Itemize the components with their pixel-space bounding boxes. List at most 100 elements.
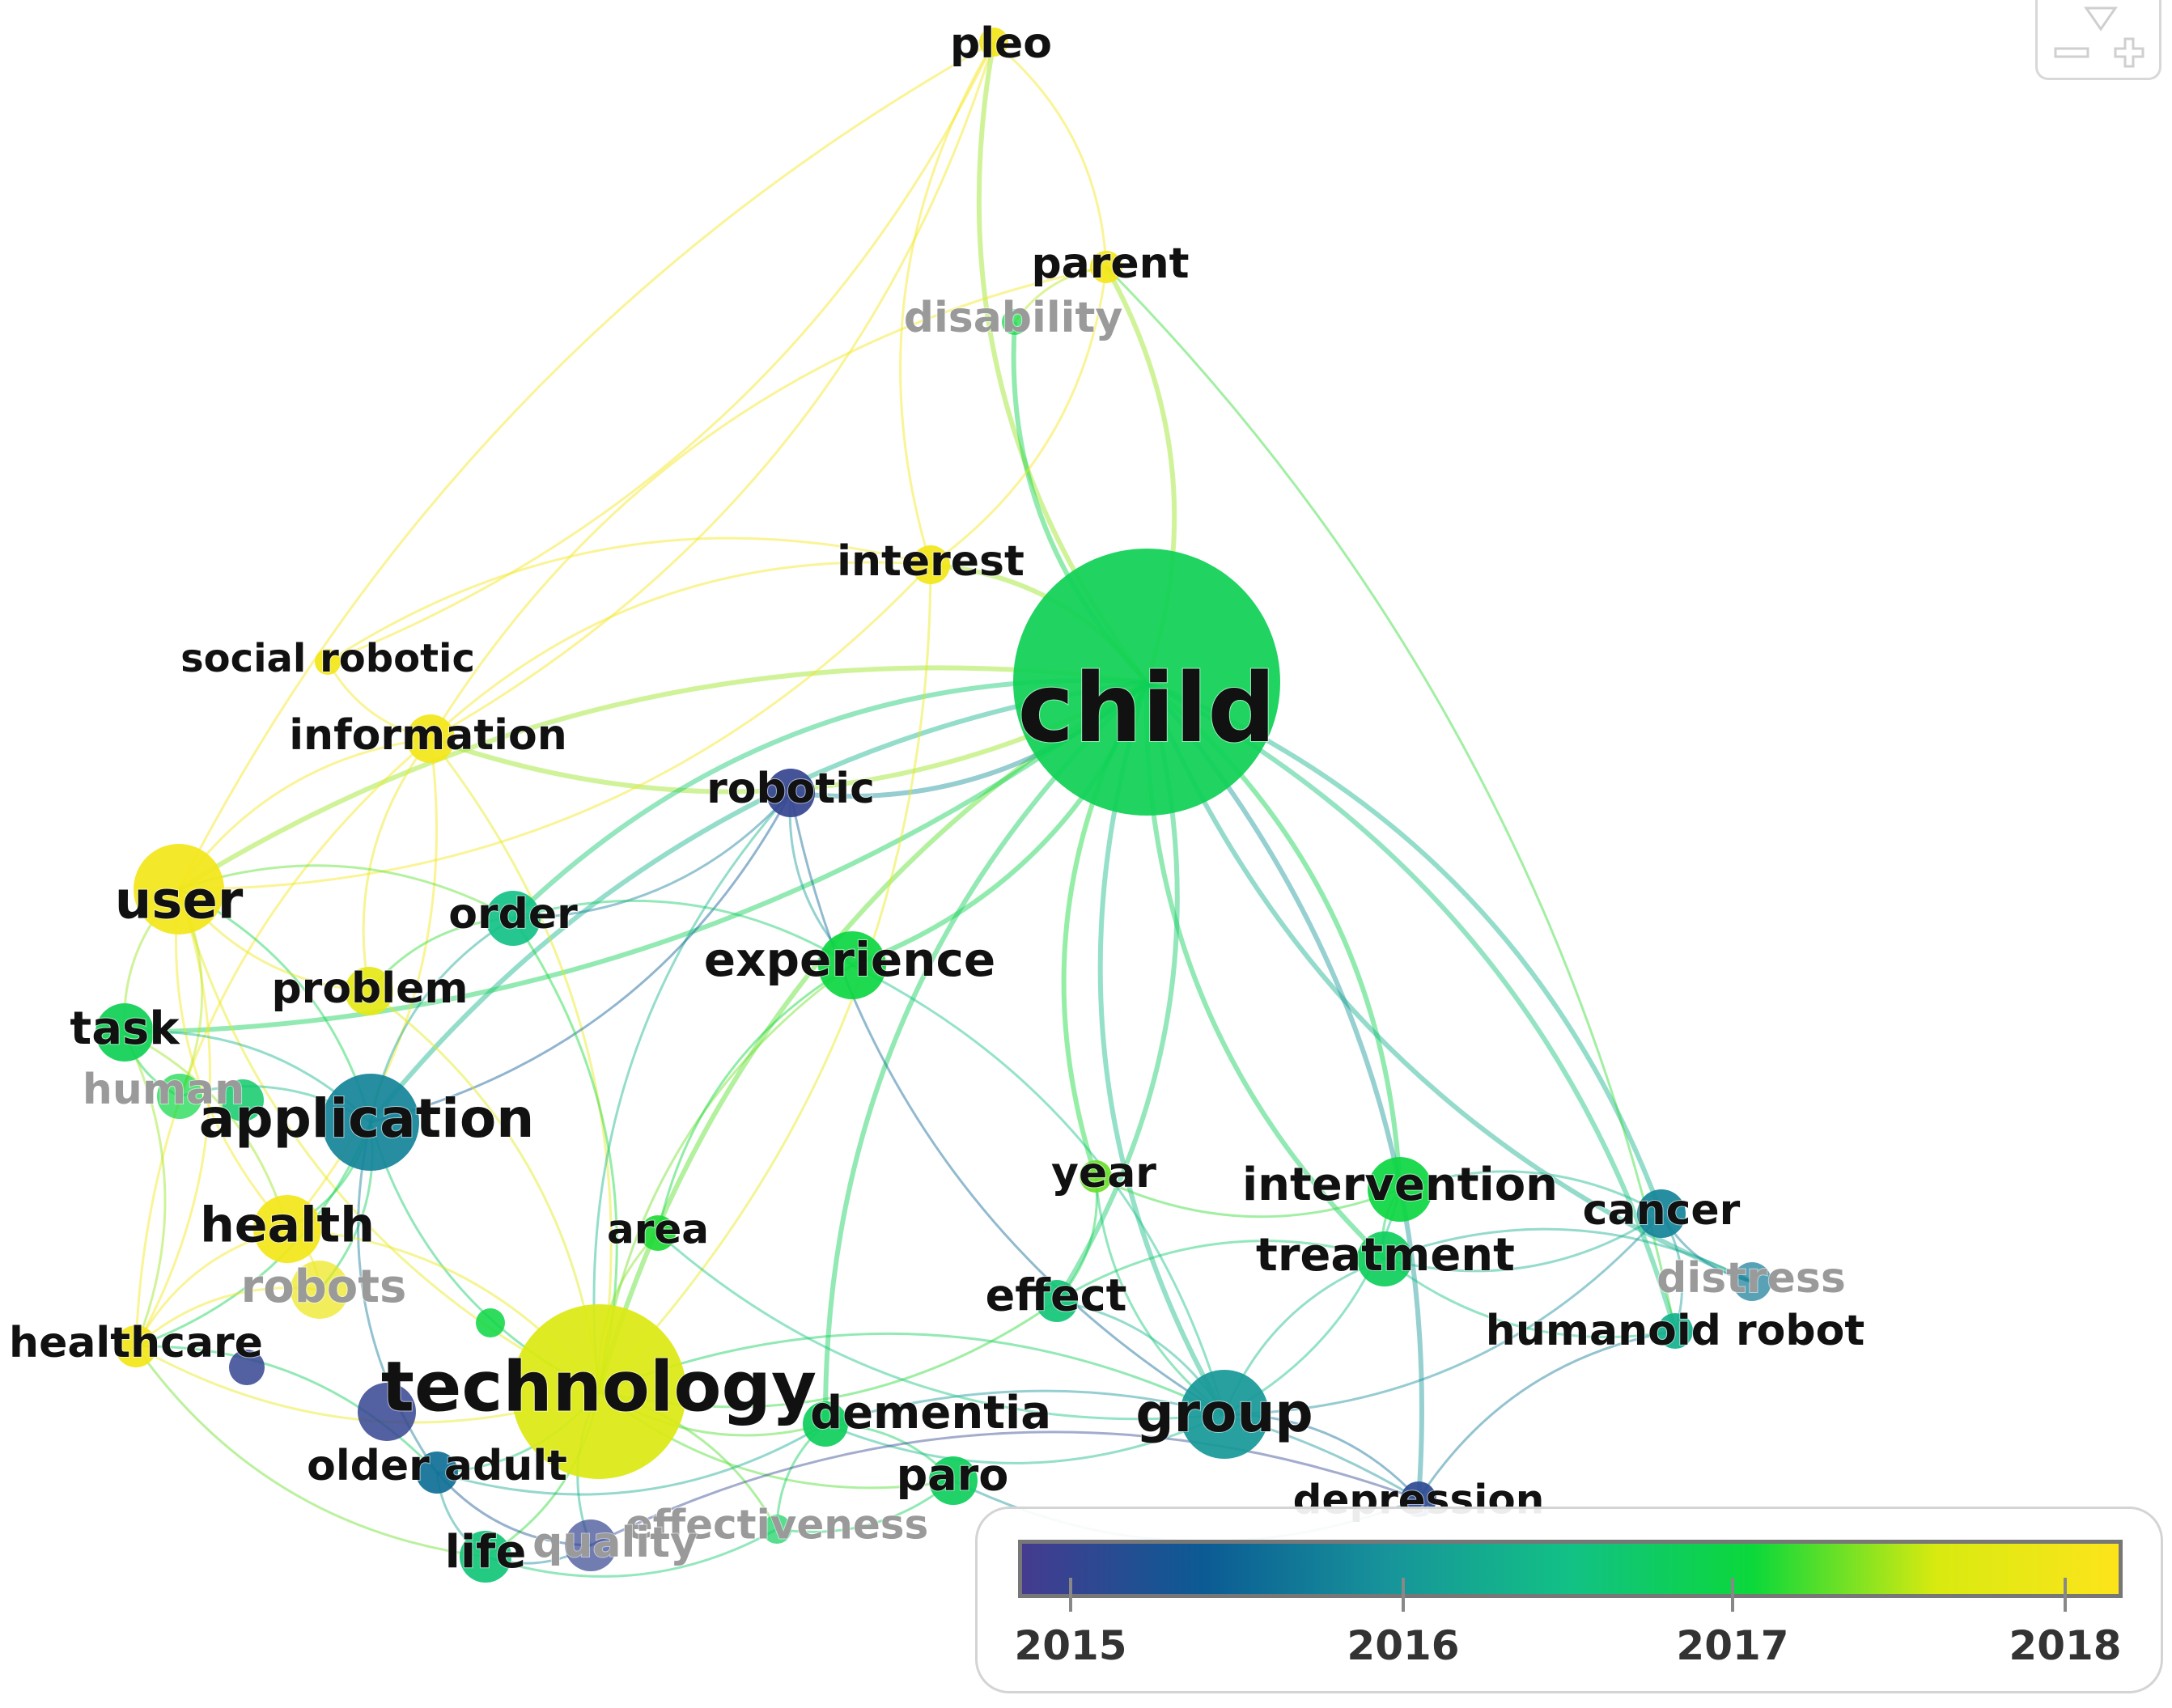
legend-tick xyxy=(2064,1578,2067,1612)
node-label-effect: effect xyxy=(986,1270,1127,1321)
node-label-health: health xyxy=(200,1197,375,1254)
node-disability[interactable] xyxy=(1002,309,1028,335)
node-label-child: child xyxy=(1017,652,1275,764)
node-information[interactable] xyxy=(406,714,455,763)
node-health[interactable] xyxy=(253,1195,321,1263)
link-pleo-interest xyxy=(899,41,995,566)
link-order-experience xyxy=(512,899,853,967)
node-label-order: order xyxy=(448,890,578,939)
link-healthcare-older-adult xyxy=(135,1345,439,1474)
node-treatment[interactable] xyxy=(1357,1231,1412,1286)
node-label-problem: problem xyxy=(271,964,468,1013)
link-pleo-social-robotic xyxy=(327,41,995,663)
node-label-dementia: dementia xyxy=(810,1387,1051,1439)
legend-tick xyxy=(1402,1578,1405,1612)
link-technology-group xyxy=(598,1332,1225,1416)
link-robotic-application xyxy=(370,792,792,1124)
node-label-distress: distress xyxy=(1657,1254,1846,1303)
node-task[interactable] xyxy=(95,1003,154,1062)
node-label-technology: technology xyxy=(381,1346,817,1427)
link-interest-technology xyxy=(597,564,932,1393)
link-information-health xyxy=(286,738,438,1230)
node-distress[interactable] xyxy=(1733,1262,1771,1301)
node-dot[interactable] xyxy=(229,1350,265,1385)
node-problem[interactable] xyxy=(345,967,393,1015)
node-dot[interactable] xyxy=(222,1079,264,1121)
node-group[interactable] xyxy=(1180,1370,1269,1459)
node-child[interactable] xyxy=(1013,549,1280,816)
node-dot[interactable] xyxy=(358,1383,416,1441)
link-user-order xyxy=(178,864,514,920)
link-treatment-distress xyxy=(1384,1227,1753,1283)
node-human[interactable] xyxy=(157,1074,202,1119)
link-effect-treatment xyxy=(1056,1240,1385,1303)
link-robotic-group xyxy=(789,792,1225,1416)
node-area[interactable] xyxy=(640,1215,676,1251)
node-effect[interactable] xyxy=(1036,1280,1078,1322)
node-robots[interactable] xyxy=(291,1261,349,1319)
link-parent-interest xyxy=(930,266,1108,566)
link-dementia-group xyxy=(825,1413,1225,1464)
node-order[interactable] xyxy=(486,891,541,946)
link-pleo-parent xyxy=(993,40,1108,268)
node-label-paro: paro xyxy=(897,1450,1009,1501)
node-application[interactable] xyxy=(322,1074,419,1171)
label-layer: pleo parent disability interest child social … xyxy=(8,19,1865,1579)
triangle-down-icon[interactable] xyxy=(2084,6,2118,32)
node-paro[interactable] xyxy=(929,1456,978,1505)
node-robotic[interactable] xyxy=(766,769,815,817)
node-label-healthcare: healthcare xyxy=(9,1319,263,1367)
node-quality[interactable] xyxy=(565,1519,617,1571)
link-treatment-cancer xyxy=(1384,1212,1662,1273)
legend-tick-label: 2017 xyxy=(1676,1622,1789,1669)
node-intervention[interactable] xyxy=(1368,1157,1432,1222)
link-area-group xyxy=(657,1231,1225,1421)
link-paro-effectiveness xyxy=(776,1479,954,1533)
node-label-user: user xyxy=(115,871,244,931)
node-pleo[interactable] xyxy=(979,28,1008,57)
node-label-intervention: intervention xyxy=(1242,1159,1558,1211)
link-parent-humanoid-robot xyxy=(1105,265,1677,1332)
zoom-controls xyxy=(2035,0,2161,80)
node-older-adult[interactable] xyxy=(416,1452,458,1494)
plus-icon[interactable] xyxy=(2114,37,2144,68)
link-pleo-user xyxy=(177,40,995,890)
node-label-robots: robots xyxy=(241,1261,407,1313)
node-cancer[interactable] xyxy=(1637,1189,1686,1238)
node-dementia[interactable] xyxy=(803,1401,848,1447)
link-year-intervention xyxy=(1095,1175,1401,1218)
node-healthcare[interactable] xyxy=(115,1325,157,1367)
node-humanoid-robot[interactable] xyxy=(1657,1313,1693,1349)
node-dot[interactable] xyxy=(476,1308,505,1337)
node-technology[interactable] xyxy=(511,1304,686,1479)
legend-tick xyxy=(1731,1578,1734,1612)
link-user-healthcare xyxy=(134,888,211,1347)
node-label-parent: parent xyxy=(1031,239,1189,288)
link-pleo-information xyxy=(430,41,995,740)
node-user[interactable] xyxy=(134,844,224,935)
link-quality-depression xyxy=(590,1430,1419,1547)
link-information-healthcare xyxy=(134,737,431,1347)
node-label-life: life xyxy=(445,1526,527,1579)
node-label-experience: experience xyxy=(704,932,995,987)
link-area-experience xyxy=(656,964,853,1234)
node-life[interactable] xyxy=(460,1531,511,1583)
node-experience[interactable] xyxy=(818,931,886,999)
link-child-task xyxy=(124,680,1148,1035)
link-child-technology xyxy=(596,680,1148,1392)
legend-tick-label: 2018 xyxy=(2009,1622,2122,1669)
node-parent[interactable] xyxy=(1090,251,1122,283)
link-interest-information xyxy=(429,561,931,740)
link-dementia-depression xyxy=(825,1389,1419,1501)
node-social-robotic[interactable] xyxy=(315,649,341,675)
link-robotic-technology xyxy=(592,792,792,1392)
link-humanoid-robot-depression xyxy=(1417,1329,1676,1500)
link-child-depression xyxy=(1144,680,1424,1500)
minus-icon[interactable] xyxy=(2054,47,2089,58)
link-interest-user xyxy=(178,563,932,891)
node-year[interactable] xyxy=(1080,1160,1112,1193)
node-label-effectiveness: effectiveness xyxy=(626,1502,929,1549)
node-effectiveness[interactable] xyxy=(762,1515,791,1544)
node-interest[interactable] xyxy=(911,545,950,584)
year-legend: 2015 2016 2017 2018 xyxy=(975,1507,2163,1693)
